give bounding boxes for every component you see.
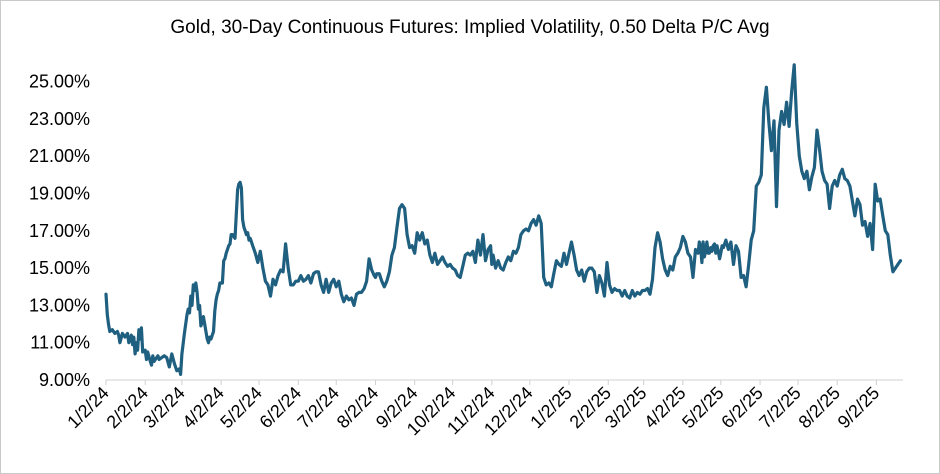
x-tick-label: 8/2/25	[795, 383, 845, 433]
y-tick-label: 17.00%	[29, 221, 90, 241]
x-tick-label: 5/2/24	[216, 383, 266, 433]
y-axis: 9.00% 11.00% 13.00% 15.00% 17.00% 19.00% 21.00…	[29, 72, 90, 390]
x-tick-label: 1/2/25	[526, 383, 576, 433]
x-tick-label: 6/2/25	[717, 383, 767, 433]
x-tick-label: 8/2/24	[333, 383, 383, 433]
y-tick-label: 23.00%	[29, 109, 90, 129]
x-tick-label: 4/2/25	[640, 383, 690, 433]
x-axis: 1/2/242/2/243/2/244/2/245/2/246/2/247/2/…	[63, 380, 883, 439]
x-tick-label: 5/2/25	[678, 383, 728, 433]
x-tick-label: 1/2/24	[63, 383, 113, 433]
y-tick-label: 21.00%	[29, 146, 90, 166]
y-tick-label: 9.00%	[39, 370, 90, 390]
series-layer	[104, 63, 903, 376]
x-tick-label: 7/2/24	[294, 383, 344, 433]
x-tick-label: 3/2/24	[139, 383, 189, 433]
chart-title: Gold, 30-Day Continuous Futures: Implied…	[170, 17, 769, 38]
y-tick-label: 25.00%	[29, 72, 90, 92]
x-tick-label: 3/2/25	[601, 383, 651, 433]
y-tick-label: 19.00%	[29, 184, 90, 204]
x-tick-label: 9/2/25	[834, 383, 884, 433]
x-tick-label: 7/2/25	[755, 383, 805, 433]
x-tick-label: 4/2/24	[178, 383, 228, 433]
x-tick-label: 6/2/24	[256, 383, 306, 433]
y-tick-label: 13.00%	[29, 295, 90, 315]
y-tick-label: 11.00%	[30, 333, 90, 353]
y-tick-label: 15.00%	[29, 258, 90, 278]
series-line-implied-volatility	[104, 63, 903, 376]
